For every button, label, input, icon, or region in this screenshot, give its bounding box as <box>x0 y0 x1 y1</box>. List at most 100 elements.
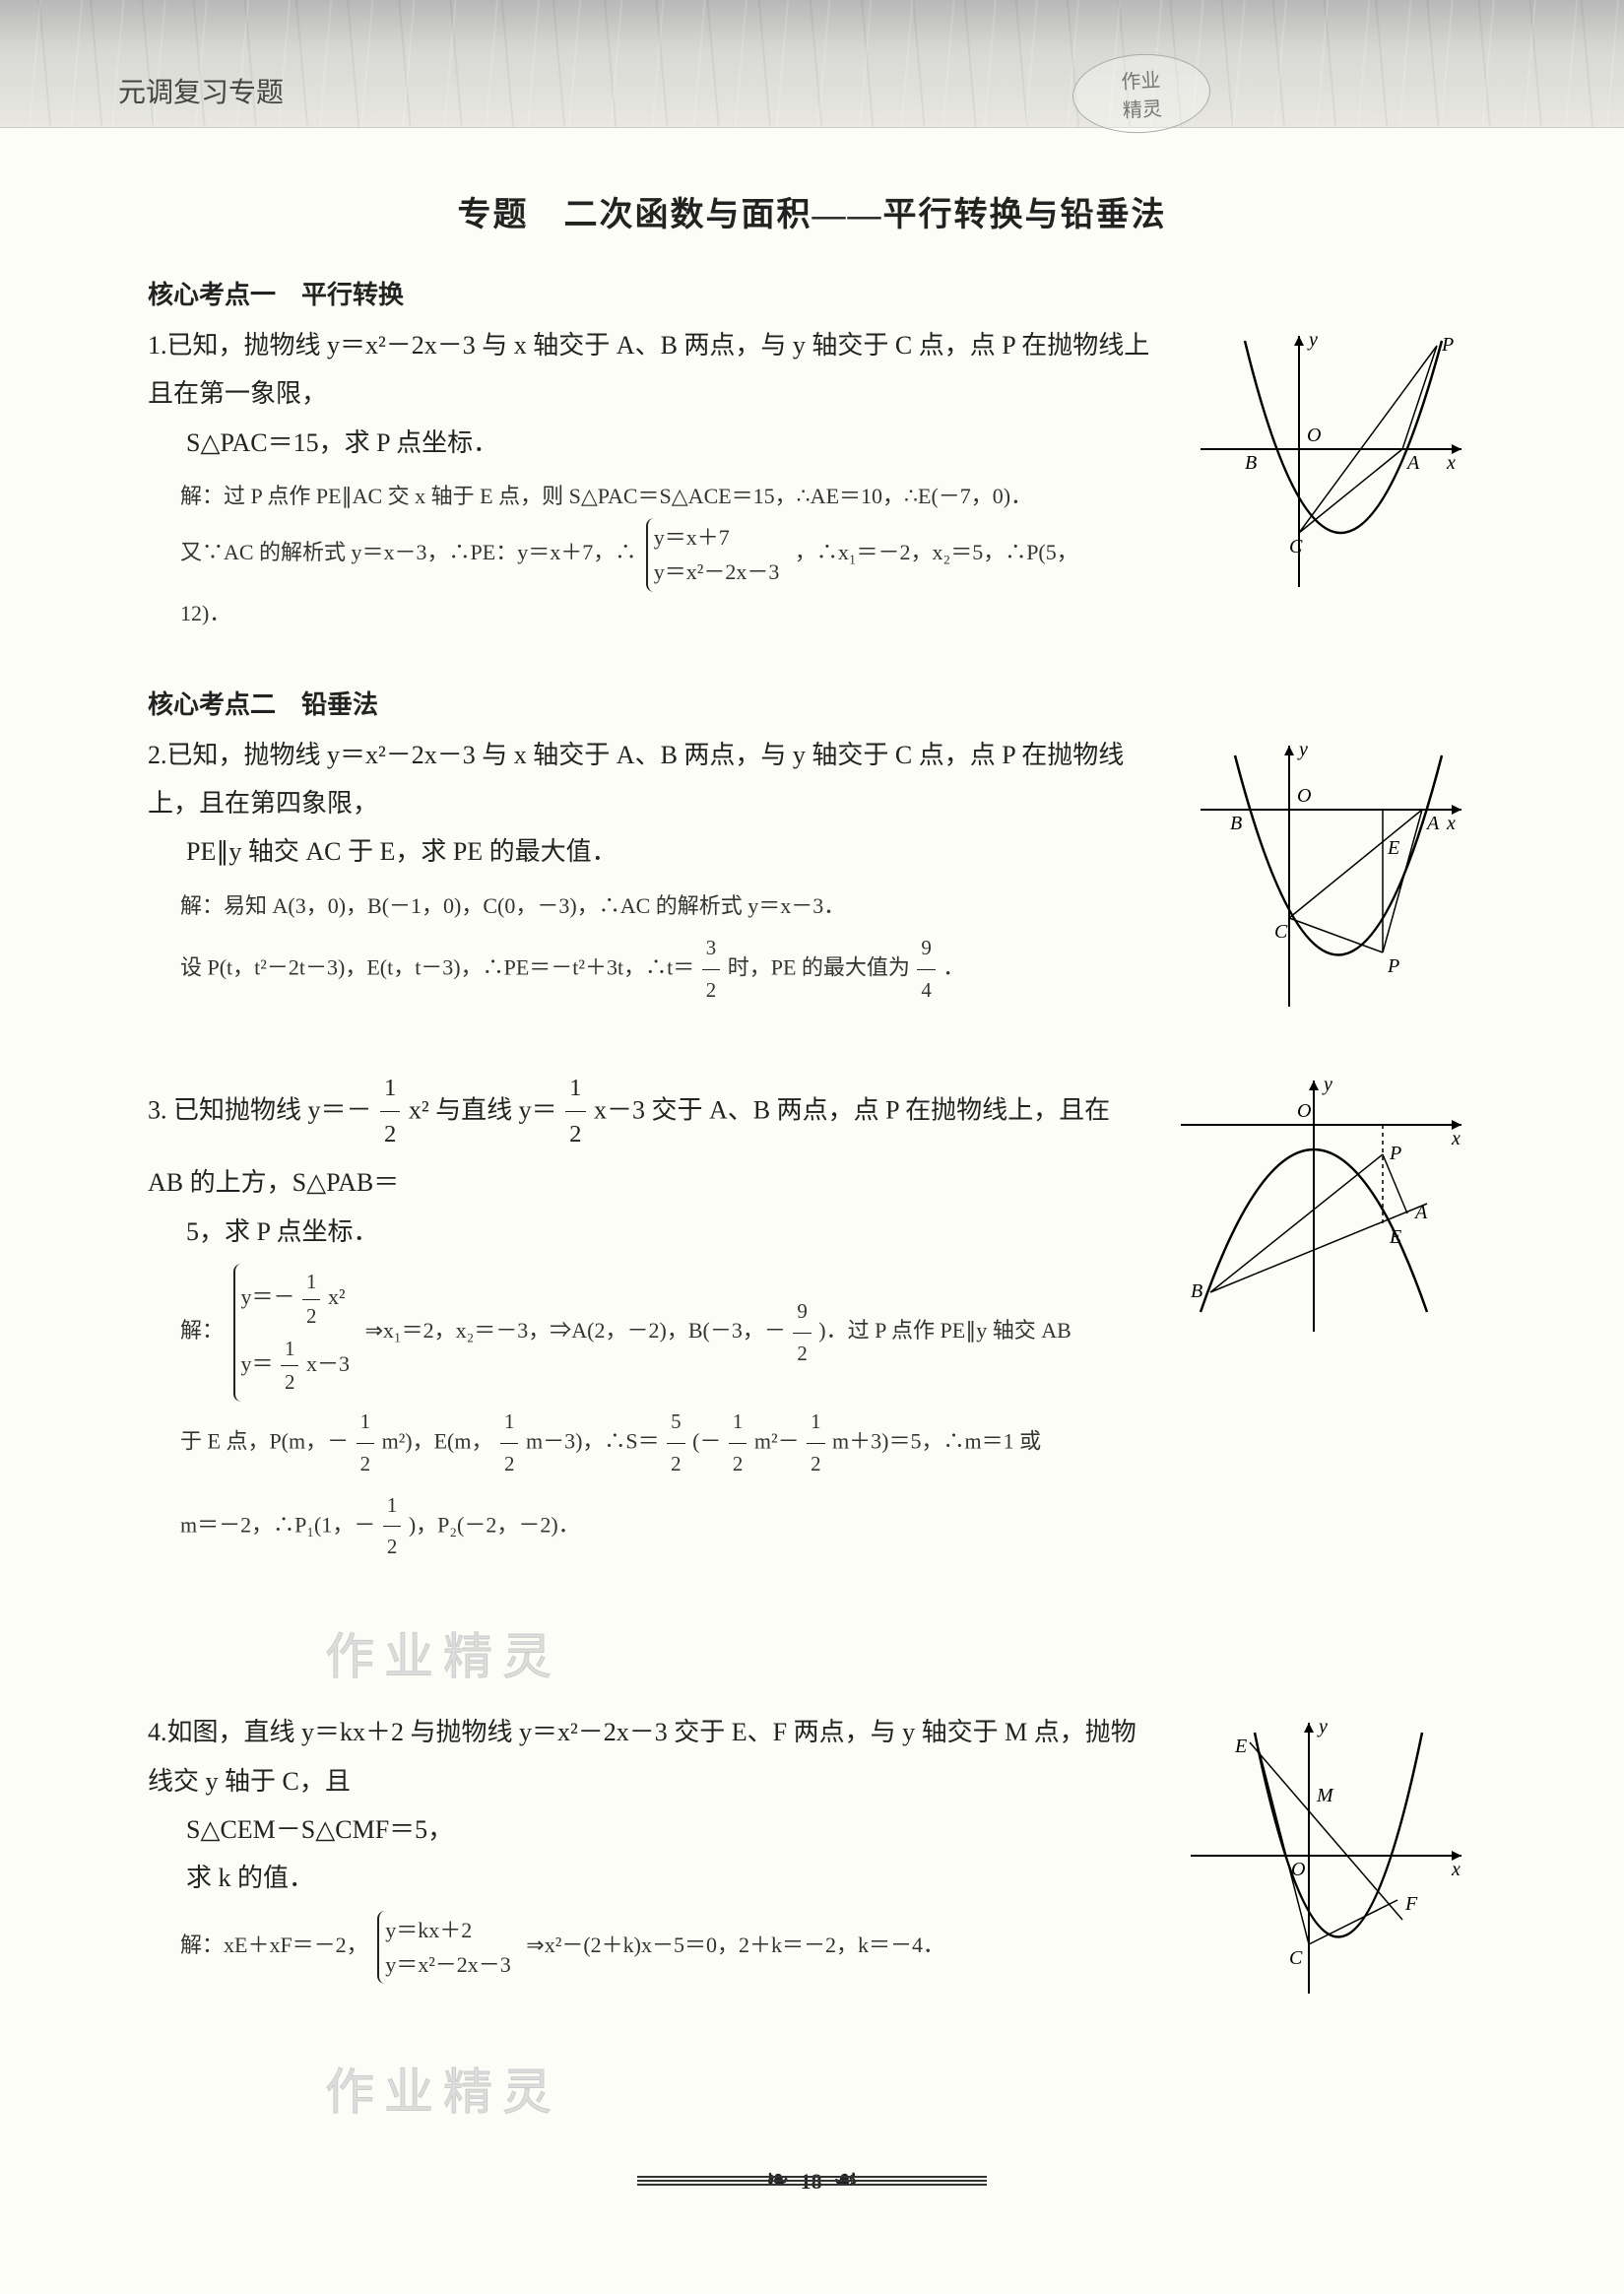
p2-sol-b-pre: 设 P(t，t²－2t－3)，E(t，t－3)，∴PE＝－t²＋3t，∴t＝ <box>180 954 694 979</box>
figure-4: O x y E M F C <box>1181 1708 1476 2003</box>
header-left-text: 元调复习专题 <box>118 71 284 110</box>
p4-stem-b: S△CEM－S△CMF＝5， <box>148 1805 1151 1854</box>
f3-y: y <box>1322 1074 1332 1095</box>
p4-sol-wrap: 解：xE＋xF＝－2， y＝kx＋2 y＝x²－2x－3 ⇒x²－(2＋k)x－… <box>180 1911 1151 1984</box>
problem-3-text: 3. 已知抛物线 y＝－ 12 x² 与直线 y＝ 12 x－3 交于 A、B … <box>148 1066 1141 1569</box>
p2-stem-a: 已知，抛物线 y＝x²－2x－3 与 x 轴交于 A、B 两点，与 y 轴交于 … <box>148 741 1124 818</box>
f1-B: B <box>1245 452 1257 474</box>
section-1-title: 核心考点一 平行转换 <box>148 275 1476 311</box>
stamp-top: 作业 <box>1121 64 1161 95</box>
page-number-value: 18 <box>801 2169 822 2194</box>
f4-x: x <box>1451 1859 1461 1880</box>
p2-frac2: 94 <box>917 928 935 1012</box>
f1-A: A <box>1405 452 1420 474</box>
f2-y: y <box>1297 739 1308 760</box>
f2-O: O <box>1297 785 1311 807</box>
p4-sol-pre: 解：xE＋xF＝－2， <box>180 1933 368 1957</box>
watermark-1: 作业精灵 <box>325 1617 1476 1688</box>
p3-sol-a-mid: ⇒x₁＝2，x₂＝－3，⇒A(2，－2)，B(－3，－ <box>365 1318 786 1343</box>
p3-sol-a-wrap: 解： y＝－ 12 x² y＝ 12 x－3 <box>180 1264 1141 1402</box>
p1-sys-2: y＝x²－2x－3 <box>654 555 780 589</box>
p3-sys-2: y＝ 12 x－3 <box>241 1333 350 1400</box>
f4-E: E <box>1234 1736 1247 1757</box>
f4-y: y <box>1317 1716 1328 1737</box>
p1-sol-b-tail: ，∴x₁＝－2，x₂＝5，∴P(5， <box>795 540 1078 564</box>
watermark-2: 作业精灵 <box>325 2053 1476 2124</box>
p3-f2: 12 <box>565 1066 585 1159</box>
p1-sol-b: 又∵AC 的解析式 y＝x－3，∴PE：y＝x＋7，∴ <box>180 540 636 564</box>
p4-stem-a: 如图，直线 y＝kx＋2 与抛物线 y＝x²－2x－3 交于 E、F 两点，与 … <box>148 1718 1137 1795</box>
header-banner: 元调复习专题 作业 精灵 <box>0 0 1624 128</box>
f3-x: x <box>1451 1128 1461 1149</box>
p1-sol-b-wrap: 又∵AC 的解析式 y＝x－3，∴PE：y＝x＋7，∴ y＝x＋7 y＝x²－2… <box>180 518 1161 591</box>
page: 元调复习专题 作业 精灵 专题 二次函数与面积——平行转换与铅垂法 核心考点一 … <box>0 0 1624 2294</box>
problem-3: 3. 已知抛物线 y＝－ 12 x² 与直线 y＝ 12 x－3 交于 A、B … <box>148 1066 1476 1569</box>
f3-O: O <box>1297 1100 1311 1122</box>
p4-sys-1: y＝kx＋2 <box>385 1913 511 1947</box>
f1-x: x <box>1446 452 1456 474</box>
problem-1-text: 1.已知，抛物线 y＝x²－2x－3 与 x 轴交于 A、B 两点，与 y 轴交… <box>148 321 1161 635</box>
f2-x: x <box>1446 813 1456 834</box>
f2-B: B <box>1230 813 1242 834</box>
p2-number: 2. <box>148 741 167 769</box>
f1-y: y <box>1307 329 1318 351</box>
p1-stem-b: S△PAC＝15，求 P 点坐标． <box>186 428 498 457</box>
p4-stem-c: 求 k 的值． <box>148 1854 1151 1902</box>
main-title: 专题 二次函数与面积——平行转换与铅垂法 <box>148 187 1476 235</box>
p1-sol-c: 12)． <box>180 592 1161 635</box>
section-2-title: 核心考点二 铅垂法 <box>148 685 1476 721</box>
p4-sol-tail: ⇒x²－(2＋k)x－5＝0，2＋k＝－2，k＝－4． <box>526 1933 944 1957</box>
p3-f1: 12 <box>380 1066 400 1159</box>
p2-sol-b-wrap: 设 P(t，t²－2t－3)，E(t，t－3)，∴PE＝－t²＋3t，∴t＝ 3… <box>180 928 1161 1012</box>
f3-B: B <box>1191 1280 1202 1302</box>
p3-sys-1: y＝－ 12 x² <box>241 1266 350 1333</box>
problem-2-text: 2.已知，抛物线 y＝x²－2x－3 与 x 轴交于 A、B 两点，与 y 轴交… <box>148 731 1161 1012</box>
f1-O: O <box>1307 425 1321 446</box>
p3-stem-b: 5，求 P 点坐标． <box>186 1217 379 1246</box>
f3-E: E <box>1389 1226 1401 1248</box>
p2-frac1: 32 <box>702 928 720 1012</box>
figure-3: O x y A B P E <box>1171 1066 1476 1342</box>
f2-C: C <box>1274 921 1288 943</box>
page-number-wrap: ❧ 18 ☙ <box>148 2163 1476 2196</box>
f2-E: E <box>1387 837 1399 859</box>
p3-sol-b-wrap: 于 E 点，P(m，－ 12 m²)，E(m， 12 m－3)，∴S＝ 52 (… <box>180 1402 1141 1485</box>
problem-4: 4.如图，直线 y＝kx＋2 与抛物线 y＝x²－2x－3 交于 E、F 两点，… <box>148 1708 1476 2003</box>
p3-system: y＝－ 12 x² y＝ 12 x－3 <box>233 1264 356 1402</box>
p1-number: 1. <box>148 331 167 360</box>
figure-1: O x y A B C P <box>1191 321 1476 597</box>
f3-P: P <box>1389 1143 1401 1164</box>
p3-stem-a-mid: x² 与直线 y＝ <box>409 1095 557 1124</box>
problem-2: 2.已知，抛物线 y＝x²－2x－3 与 x 轴交于 A、B 两点，与 y 轴交… <box>148 731 1476 1016</box>
p1-stem-a: 已知，抛物线 y＝x²－2x－3 与 x 轴交于 A、B 两点，与 y 轴交于 … <box>148 331 1149 408</box>
p2-stem-b: PE∥y 轴交 AC 于 E，求 PE 的最大值． <box>186 837 617 866</box>
p4-sys-2: y＝x²－2x－3 <box>385 1947 511 1982</box>
f1-C: C <box>1289 536 1303 557</box>
problem-1: 1.已知，抛物线 y＝x²－2x－3 与 x 轴交于 A、B 两点，与 y 轴交… <box>148 321 1476 635</box>
p3-stem-a-pre: 已知抛物线 y＝－ <box>173 1095 372 1124</box>
f1-P: P <box>1441 334 1454 356</box>
f4-C: C <box>1289 1947 1303 1969</box>
p3-sol-c-wrap: m＝－2，∴P₁(1，－ 12 )，P₂(－2，－2)． <box>180 1485 1141 1569</box>
page-number: ❧ 18 ☙ <box>760 2163 865 2196</box>
p3-sol-a-tail: )．过 P 点作 PE∥y 轴交 AB <box>818 1318 1071 1343</box>
p4-system: y＝kx＋2 y＝x²－2x－3 <box>377 1911 517 1984</box>
p2-sol-a: 解：易知 A(3，0)，B(－1，0)，C(0，－3)，∴AC 的解析式 y＝x… <box>180 885 1161 928</box>
p4-number: 4. <box>148 1718 167 1746</box>
stamp-bottom: 精灵 <box>1122 93 1162 123</box>
p1-sys-1: y＝x＋7 <box>654 520 780 555</box>
p1-sol-a: 解：过 P 点作 PE∥AC 交 x 轴于 E 点，则 S△PAC＝S△ACE＝… <box>180 475 1161 518</box>
f4-O: O <box>1291 1859 1305 1880</box>
f2-P: P <box>1387 955 1399 977</box>
leaf-right-icon: ☙ <box>827 2165 864 2196</box>
f2-A: A <box>1425 813 1440 834</box>
f4-M: M <box>1316 1785 1334 1806</box>
leaf-left-icon: ❧ <box>760 2165 795 2196</box>
p2-sol-b-tail: ． <box>942 954 964 979</box>
f4-F: F <box>1404 1893 1418 1915</box>
p2-sol-b-mid: 时，PE 的最大值为 <box>728 954 916 979</box>
p3-sol-a-pre: 解： <box>180 1318 224 1343</box>
p3-number: 3. <box>148 1095 167 1124</box>
header-stamp: 作业 精灵 <box>1071 50 1212 136</box>
figure-2: O x y A B C E P <box>1191 731 1476 1016</box>
